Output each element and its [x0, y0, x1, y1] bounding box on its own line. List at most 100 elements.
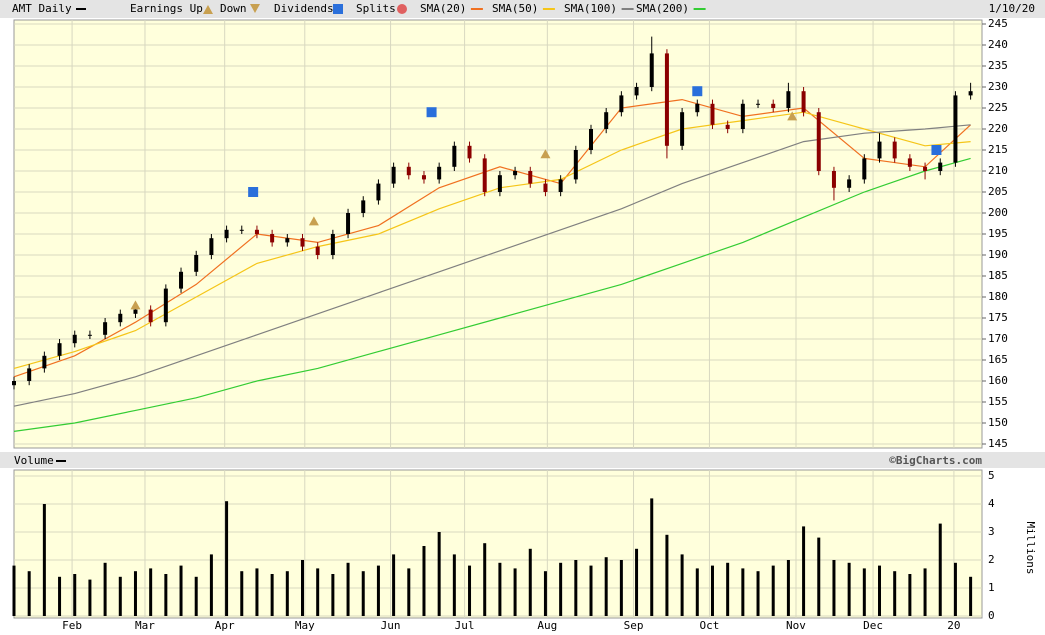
- volume-bar: [270, 574, 274, 616]
- candle-body: [72, 334, 77, 344]
- volume-bar: [316, 568, 320, 616]
- candle-body: [497, 175, 502, 192]
- y-tick-label: 155: [988, 395, 1008, 408]
- legend-label: SMA(200): [636, 2, 689, 15]
- candle-body: [12, 381, 16, 386]
- legend-icon: [203, 5, 213, 14]
- candle-body: [953, 95, 958, 163]
- volume-bar: [179, 565, 183, 616]
- candle-body: [163, 288, 168, 323]
- volume-bar: [331, 574, 335, 616]
- volume-bar: [543, 571, 547, 616]
- y-tick-label: 235: [988, 59, 1008, 72]
- volume-bar: [88, 579, 92, 616]
- candle-body: [528, 171, 533, 184]
- volume-bar: [225, 501, 229, 616]
- candle-body: [482, 158, 487, 192]
- sma-line: [13, 157, 971, 432]
- candle-body: [209, 238, 214, 255]
- volume-bar: [635, 548, 639, 616]
- credit: ©BigCharts.com: [889, 454, 982, 467]
- volume-bar: [574, 560, 578, 616]
- volume-bar: [452, 554, 456, 616]
- volume-bar: [346, 562, 350, 616]
- volume-bar: [58, 576, 62, 616]
- volume-title: Volume: [14, 454, 54, 467]
- candle-body: [831, 171, 836, 188]
- earnings-marker: [130, 300, 141, 310]
- candle-body: [346, 213, 351, 234]
- candle-body: [224, 229, 229, 239]
- candle-body: [847, 179, 852, 188]
- volume-bar: [847, 562, 851, 616]
- volume-bar: [118, 576, 122, 616]
- volume-bar: [741, 568, 745, 616]
- volume-bar: [240, 571, 244, 616]
- volume-bar: [923, 568, 927, 616]
- candle-body: [239, 229, 244, 231]
- y-tick-label: 225: [988, 101, 1008, 114]
- legend-label: Dividends: [274, 2, 334, 15]
- candle-body: [148, 309, 153, 323]
- x-tick-label: Apr: [215, 619, 235, 632]
- volume-bar: [893, 571, 897, 616]
- y-tick-label: 160: [988, 374, 1008, 387]
- candle-body: [254, 229, 259, 234]
- candle-body: [452, 145, 457, 167]
- volume-bar: [559, 562, 563, 616]
- earnings-marker: [787, 111, 798, 121]
- candle-body: [513, 171, 518, 176]
- x-tick-label: Aug: [537, 619, 557, 632]
- candle-body: [573, 150, 578, 180]
- volume-bar: [680, 554, 684, 616]
- volume-bar: [301, 560, 305, 616]
- y-tick-label: 185: [988, 269, 1008, 282]
- volume-bar: [969, 576, 973, 616]
- volume-bar: [665, 534, 669, 616]
- dividend-marker: [248, 187, 259, 197]
- volume-bar: [285, 571, 289, 616]
- volume-bar: [802, 526, 806, 616]
- candle-body: [133, 309, 138, 314]
- volume-bar: [604, 557, 608, 616]
- y-tick-label: 0: [988, 609, 995, 622]
- volume-bar: [422, 546, 426, 616]
- y-axis-label: Millions: [1024, 522, 1037, 575]
- candle-body: [756, 103, 761, 105]
- volume-bar: [376, 565, 380, 616]
- candle-body: [649, 53, 654, 87]
- volume-bar: [209, 554, 213, 616]
- candle-body: [285, 238, 290, 243]
- volume-bar: [73, 574, 77, 616]
- volume-panel: [13, 469, 983, 619]
- y-tick-label: 215: [988, 143, 1008, 156]
- candle-body: [801, 91, 806, 113]
- x-tick-label: Oct: [700, 619, 720, 632]
- volume-bar: [832, 560, 836, 616]
- candle-body: [619, 95, 624, 113]
- candle-body: [907, 158, 912, 167]
- volume-bar: [468, 565, 472, 616]
- date-label: 1/10/20: [989, 2, 1035, 15]
- candle-body: [330, 234, 335, 255]
- x-tick-label: Sep: [624, 619, 644, 632]
- volume-bar: [786, 560, 790, 616]
- legend-label: SMA(100): [564, 2, 617, 15]
- candle-body: [938, 162, 943, 171]
- candle-body: [376, 183, 381, 201]
- candle-body: [558, 179, 563, 192]
- y-tick-label: 145: [988, 437, 1008, 450]
- candle-body: [968, 91, 973, 96]
- volume-bar: [953, 562, 957, 616]
- legend-icon: [250, 4, 260, 13]
- y-tick-label: 230: [988, 80, 1008, 93]
- volume-bar: [27, 571, 31, 616]
- candle-body: [877, 141, 882, 159]
- y-tick-label: 200: [988, 206, 1008, 219]
- volume-bar: [0, 452, 1045, 468]
- x-tick-label: May: [295, 619, 315, 632]
- volume-bar: [695, 568, 699, 616]
- x-tick-label: 20: [947, 619, 960, 632]
- candle-body: [42, 355, 47, 369]
- candle-body: [680, 112, 685, 146]
